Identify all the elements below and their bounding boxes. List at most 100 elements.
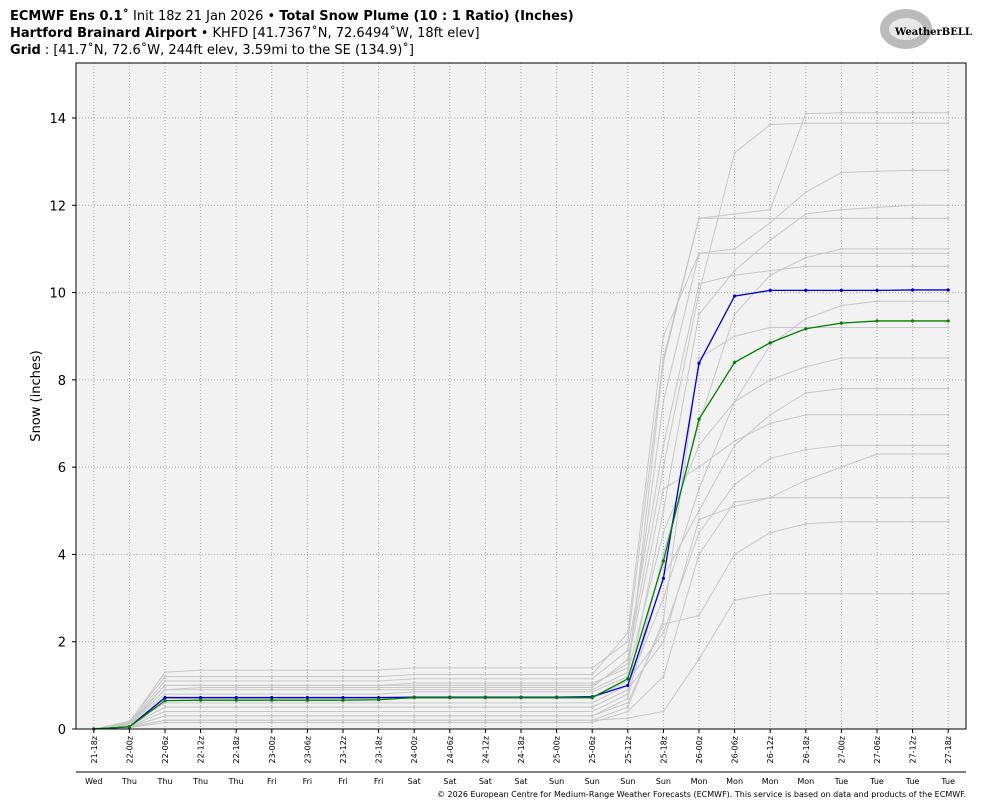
data-point bbox=[306, 688, 309, 691]
data-point bbox=[235, 714, 238, 718]
data-point bbox=[911, 413, 914, 416]
data-point bbox=[733, 247, 736, 251]
data-point bbox=[697, 487, 701, 491]
weekday-label: Sat bbox=[443, 777, 456, 786]
data-point bbox=[377, 675, 380, 678]
x-tick-label: 25-12z bbox=[624, 736, 633, 763]
data-point bbox=[306, 692, 309, 696]
series bbox=[92, 496, 950, 731]
title-line: Grid: [41.7˚N, 72.6˚W, 244ft elev, 3.59m… bbox=[10, 42, 414, 58]
data-point bbox=[875, 170, 879, 173]
data-point bbox=[875, 356, 879, 360]
data-point bbox=[555, 690, 558, 694]
data-point bbox=[306, 719, 309, 722]
data-point bbox=[733, 212, 736, 216]
data-point bbox=[626, 697, 629, 700]
data-point bbox=[662, 335, 665, 338]
x-tick-label: 27-12z bbox=[909, 736, 918, 763]
data-point bbox=[769, 496, 772, 499]
title-segment: Hartford Brainard Airport bbox=[10, 26, 197, 41]
data-point bbox=[911, 300, 914, 303]
data-point bbox=[448, 714, 451, 718]
weekday-label: Mon bbox=[726, 777, 743, 786]
data-point bbox=[235, 705, 238, 709]
data-point bbox=[377, 705, 380, 709]
data-point bbox=[270, 719, 273, 722]
data-point bbox=[769, 208, 772, 211]
weekday-label: Thu bbox=[192, 777, 208, 786]
x-tick-label: 26-18z bbox=[802, 736, 811, 763]
x-tick-label: 24-18z bbox=[517, 736, 526, 763]
data-point bbox=[911, 204, 914, 207]
data-point bbox=[661, 576, 666, 581]
data-point bbox=[377, 721, 380, 724]
data-point bbox=[413, 677, 416, 681]
data-point bbox=[733, 400, 736, 403]
data-point bbox=[341, 719, 345, 722]
data-point bbox=[306, 668, 309, 672]
y-tick-label: 8 bbox=[58, 374, 66, 389]
title-line: ECMWF Ens 0.1˚ Init 18z 21 Jan 2026 • Tota… bbox=[10, 8, 574, 24]
data-point bbox=[591, 705, 594, 709]
data-point bbox=[840, 413, 843, 416]
data-point bbox=[840, 122, 843, 125]
logo-text: WeatherBELL bbox=[894, 27, 972, 38]
data-point bbox=[662, 710, 665, 713]
data-point bbox=[840, 520, 843, 523]
x-tick-label: 22-00z bbox=[125, 736, 134, 763]
data-point bbox=[875, 444, 879, 447]
data-point bbox=[804, 217, 807, 220]
data-point bbox=[875, 300, 879, 303]
data-point bbox=[555, 695, 559, 700]
data-point bbox=[911, 444, 914, 447]
y-axis-label: Snow (inches) bbox=[29, 350, 44, 441]
data-point bbox=[519, 677, 523, 681]
data-point bbox=[555, 677, 558, 681]
weekday-label: Fri bbox=[267, 777, 277, 786]
x-tick-label: 27-00z bbox=[837, 736, 846, 763]
data-point bbox=[875, 288, 879, 292]
data-point bbox=[911, 356, 914, 360]
series bbox=[92, 319, 950, 731]
data-point bbox=[377, 684, 380, 687]
data-point bbox=[733, 505, 736, 508]
data-point bbox=[341, 692, 345, 696]
data-point bbox=[911, 111, 914, 114]
data-point bbox=[804, 317, 807, 320]
logo: WeatherBELL bbox=[880, 9, 972, 49]
data-point bbox=[840, 304, 843, 307]
data-point bbox=[270, 714, 273, 718]
data-point bbox=[448, 673, 451, 676]
data-point bbox=[235, 719, 238, 722]
data-point bbox=[448, 690, 451, 694]
data-point bbox=[662, 553, 665, 556]
data-point bbox=[305, 698, 309, 702]
data-point bbox=[662, 487, 665, 491]
data-point bbox=[875, 122, 879, 125]
data-point bbox=[413, 690, 416, 694]
data-point bbox=[341, 679, 345, 683]
data-point bbox=[804, 479, 807, 482]
y-tick-label: 4 bbox=[58, 548, 66, 563]
data-point bbox=[947, 111, 950, 114]
data-point bbox=[804, 522, 807, 526]
footer: © 2026 European Centre for Medium-Range … bbox=[437, 790, 966, 799]
data-point bbox=[555, 688, 558, 691]
data-point bbox=[448, 710, 451, 713]
data-point bbox=[341, 721, 345, 724]
x-tick-label: 25-00z bbox=[553, 736, 562, 763]
data-point bbox=[270, 668, 273, 672]
data-point bbox=[768, 288, 772, 292]
data-point bbox=[840, 326, 843, 329]
data-point bbox=[591, 710, 594, 713]
data-point bbox=[591, 714, 594, 718]
data-point bbox=[591, 701, 594, 705]
data-point bbox=[306, 675, 309, 678]
data-point bbox=[947, 169, 950, 172]
y-tick-label: 14 bbox=[49, 112, 66, 127]
data-point bbox=[199, 675, 202, 678]
data-point bbox=[911, 387, 914, 390]
x-tick-label: 23-12z bbox=[339, 736, 348, 763]
data-point bbox=[626, 649, 629, 652]
data-point bbox=[840, 444, 843, 447]
